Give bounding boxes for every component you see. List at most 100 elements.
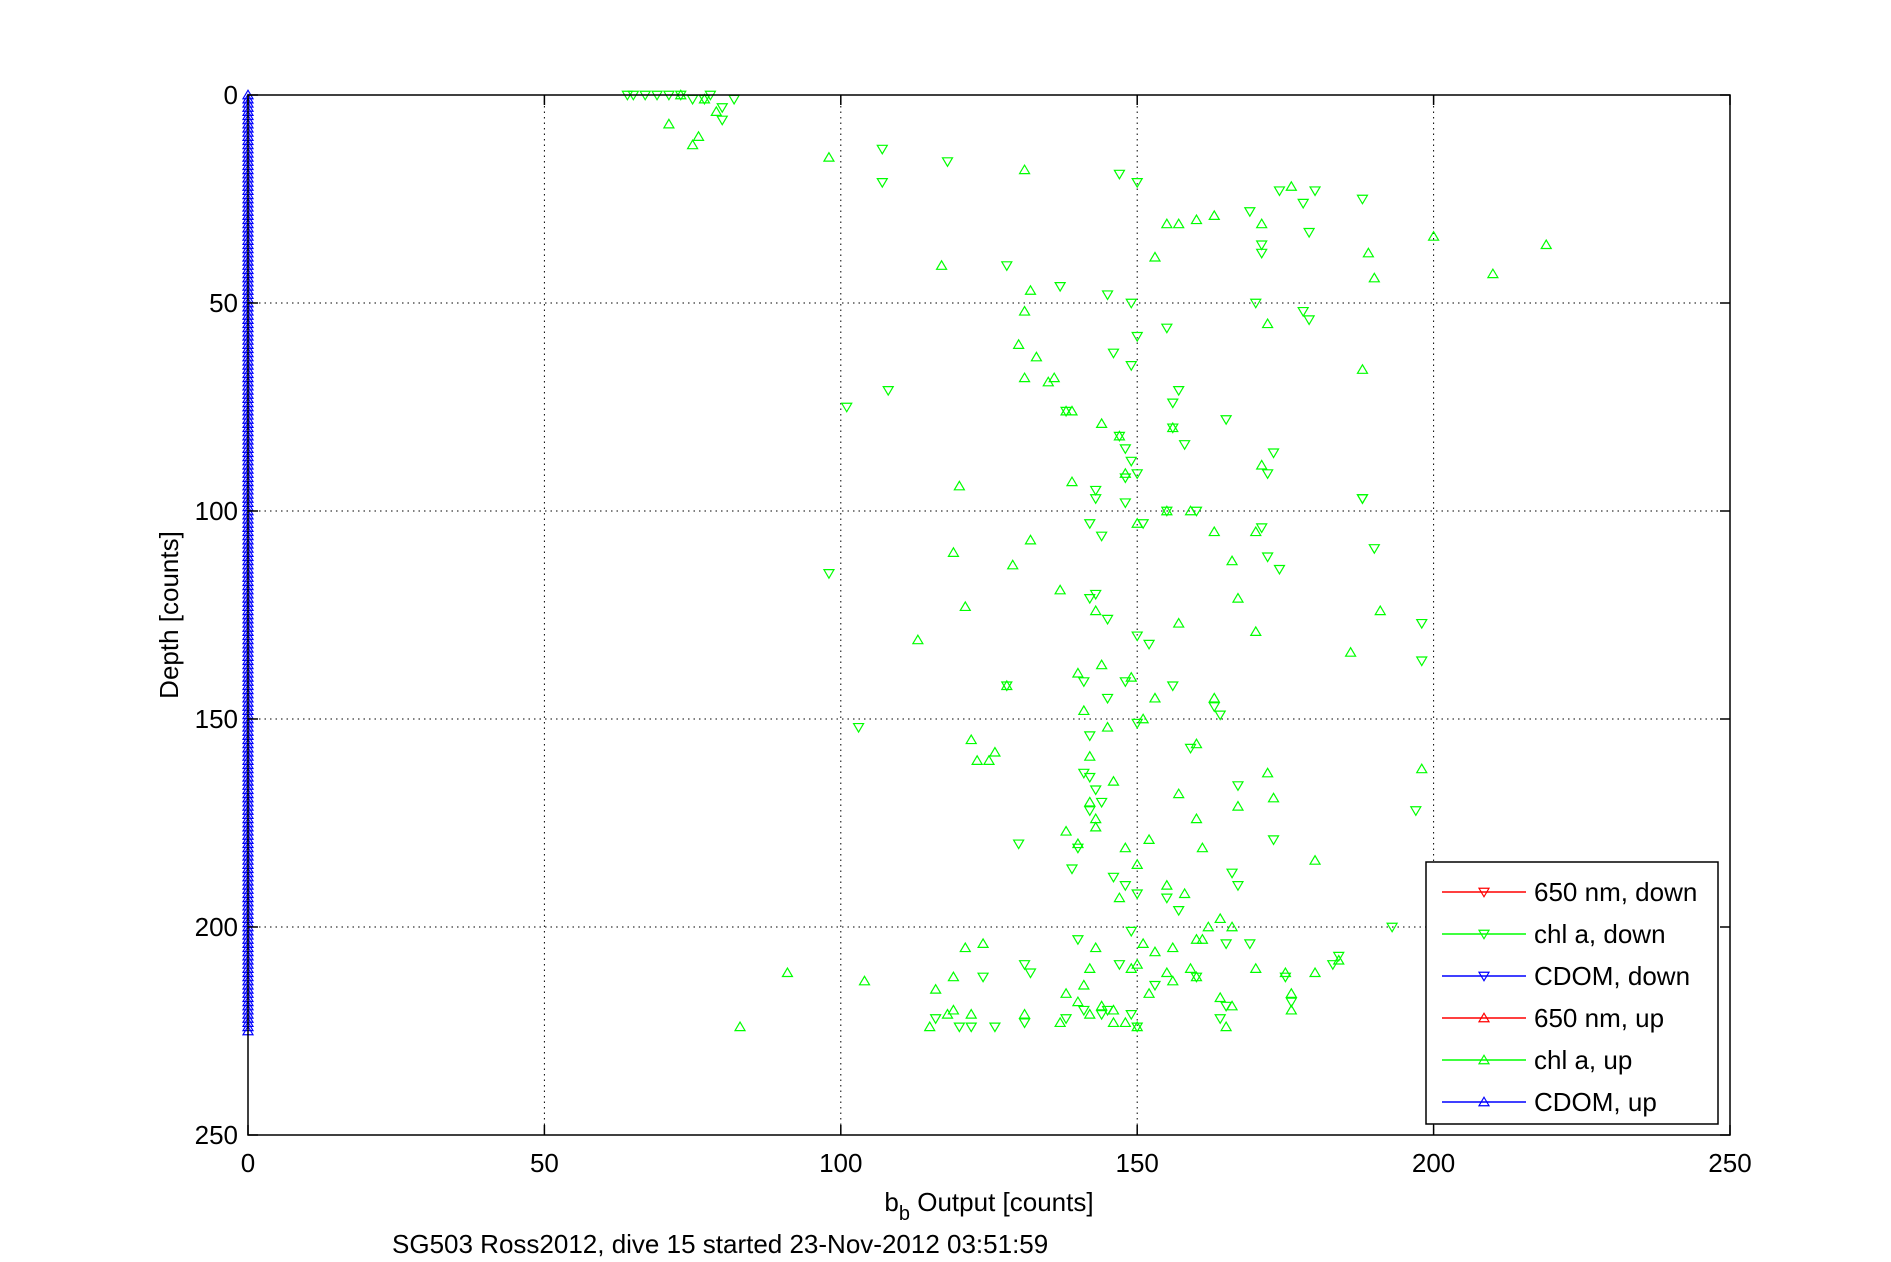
chl-a-up-marker — [965, 733, 978, 745]
chl-a-up-marker — [1308, 966, 1322, 978]
chl-a-up-marker — [1427, 230, 1440, 241]
legend-label-chl-a-down: chl a, down — [1534, 919, 1666, 949]
chl-a-down-marker — [1125, 456, 1138, 468]
chl-a-down-marker — [1065, 864, 1079, 875]
chl-a-up-marker — [1356, 363, 1369, 374]
chl-a-down-marker — [1285, 997, 1298, 1008]
chl-a-up-marker — [686, 138, 699, 150]
chl-a-down-marker — [1326, 960, 1339, 971]
x-axis-title-main: b — [884, 1187, 898, 1217]
chl-a-down-marker — [1166, 681, 1179, 692]
chl-a-down-marker — [1107, 872, 1120, 884]
chl-a-down-marker — [1101, 693, 1114, 705]
chl-a-up-marker — [1208, 525, 1221, 537]
chl-a-up-marker — [1125, 671, 1138, 682]
chl-a-up-marker — [781, 966, 794, 978]
chl-a-up-marker — [1184, 962, 1197, 973]
x-tick-label: 200 — [1412, 1148, 1455, 1178]
legend-marker-cdom-down — [1477, 971, 1491, 982]
chl-a-up-marker — [1137, 713, 1150, 724]
chl-a-down-marker — [1119, 881, 1132, 892]
x-tick-label: 250 — [1708, 1148, 1751, 1178]
chl-a-down-marker — [1113, 960, 1126, 971]
chl-a-down-marker — [1018, 960, 1031, 971]
chl-a-up-marker — [1083, 796, 1096, 807]
chl-a-up-marker — [947, 546, 960, 557]
chl-a-down-marker — [1255, 248, 1268, 260]
x-axis-title-subscript: b — [899, 1203, 910, 1225]
chl-a-up-marker — [1172, 218, 1185, 229]
chl-a-down-marker — [1077, 677, 1090, 688]
chl-a-down-marker — [1415, 618, 1428, 630]
chl-a-down-marker — [1089, 494, 1102, 505]
chl-a-up-marker — [1255, 459, 1268, 470]
chl-a-down-marker — [882, 386, 895, 397]
chl-a-up-marker — [1202, 921, 1215, 932]
chl-a-up-marker — [1095, 658, 1108, 670]
chl-a-down-marker — [1308, 186, 1322, 197]
chl-a-down-marker — [1178, 440, 1191, 451]
chl-a-up-marker — [1012, 338, 1025, 349]
figure-caption: SG503 Ross2012, dive 15 started 23-Nov-2… — [392, 1229, 1048, 1259]
chl-a-down-marker — [1083, 731, 1096, 742]
legend-label-650-nm-up: 650 nm, up — [1534, 1003, 1664, 1033]
chl-a-down-marker — [1125, 926, 1138, 938]
chl-a-down-marker — [929, 1014, 942, 1025]
chl-a-down-marker — [1148, 980, 1162, 992]
legend-box — [1425, 861, 1719, 1125]
chl-a-up-marker — [692, 130, 705, 141]
chl-a-up-marker — [1101, 721, 1114, 732]
chl-a-up-marker — [1285, 1004, 1298, 1015]
chl-a-down-marker — [1273, 564, 1286, 576]
chl-a-up-marker — [982, 754, 996, 765]
chl-a-up-marker — [1249, 625, 1262, 636]
chl-a-up-marker — [1018, 371, 1031, 383]
y-tick-label: 0 — [224, 80, 238, 110]
chl-a-up-marker — [1071, 837, 1084, 849]
chl-a-up-marker — [1249, 962, 1262, 973]
chl-a-up-marker — [1184, 505, 1197, 516]
chl-a-down-marker — [1231, 881, 1245, 892]
chl-a-down-marker — [1261, 469, 1274, 480]
chl-a-down-marker — [1131, 631, 1144, 642]
chl-a-up-marker — [1083, 1008, 1096, 1019]
x-axis-title-suffix: Output [counts] — [910, 1187, 1094, 1217]
chl-a-up-marker — [1071, 995, 1084, 1007]
chl-a-down-marker — [1297, 306, 1310, 318]
chl-a-up-marker — [1214, 912, 1227, 924]
chl-a-down-marker — [1018, 1018, 1031, 1029]
chl-a-down-marker — [988, 1022, 1001, 1033]
chl-a-up-marker — [1077, 704, 1090, 716]
legend-marker-650-nm-down — [1477, 887, 1491, 898]
chl-a-down-marker — [1303, 315, 1316, 326]
chl-a-down-marker — [1261, 552, 1274, 563]
chl-a-down-marker — [1279, 972, 1292, 983]
chl-a-down-marker — [1101, 290, 1114, 301]
chl-a-down-marker — [1356, 194, 1369, 205]
chl-a-down-marker — [941, 157, 954, 168]
chl-a-down-marker — [1214, 1014, 1227, 1025]
chl-a-down-marker — [1243, 939, 1256, 950]
chl-a-down-marker — [1089, 589, 1102, 601]
chl-a-down-marker — [1101, 614, 1114, 626]
chl-a-up-marker — [1226, 921, 1239, 932]
chl-a-down-marker — [1131, 331, 1144, 343]
chl-a-up-marker — [1095, 1000, 1108, 1011]
chl-a-up-marker — [929, 983, 942, 994]
chl-a-up-marker — [1060, 405, 1073, 416]
legend-marker-cdom-up — [1477, 1096, 1491, 1107]
chl-a-up-marker — [1054, 584, 1067, 595]
chl-a-down-marker — [1409, 806, 1422, 817]
chl-a-up-marker — [977, 937, 990, 948]
chl-a-up-marker — [1172, 787, 1185, 799]
chl-a-up-marker — [733, 1020, 747, 1032]
chl-a-down-marker — [1172, 386, 1185, 397]
chl-a-up-marker — [1267, 792, 1280, 803]
chl-a-up-marker — [1137, 937, 1150, 948]
chl-a-up-marker — [1261, 317, 1274, 329]
chl-a-down-marker — [977, 972, 990, 983]
chl-a-up-marker — [1131, 1020, 1144, 1032]
chl-a-down-marker — [1000, 261, 1013, 272]
chl-a-up-marker — [1107, 1004, 1120, 1015]
chl-a-up-marker — [1089, 941, 1102, 953]
